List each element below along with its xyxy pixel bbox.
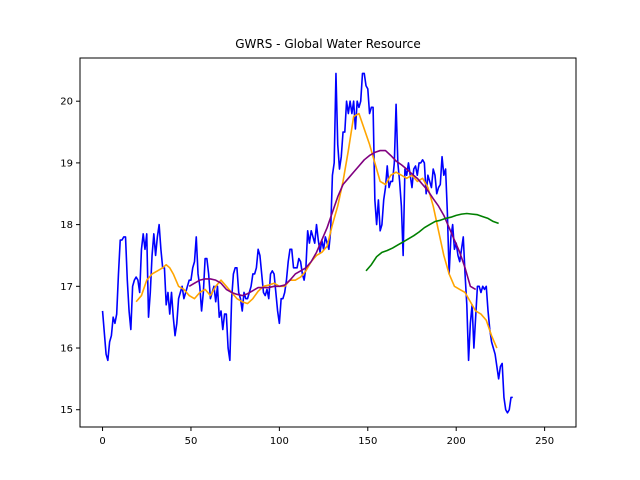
y-tick-label: 17 xyxy=(60,282,73,293)
x-tick-label: 50 xyxy=(185,436,198,447)
series-line-0 xyxy=(101,72,513,414)
series-layer xyxy=(101,72,513,414)
y-tick-label: 16 xyxy=(60,344,73,355)
series-line-2 xyxy=(188,149,477,297)
x-tick-label: 250 xyxy=(535,436,554,447)
chart-title: GWRS - Global Water Resource xyxy=(235,37,421,51)
y-tick-label: 20 xyxy=(60,97,73,108)
x-tick-label: 200 xyxy=(447,436,466,447)
y-tick-label: 15 xyxy=(60,405,73,416)
y-tick-label: 19 xyxy=(60,158,73,169)
plot-area-frame xyxy=(79,57,577,428)
x-tick-label: 0 xyxy=(99,436,105,447)
series-line-3 xyxy=(365,212,499,272)
y-tick-label: 18 xyxy=(60,220,73,231)
x-tick-label: 100 xyxy=(270,436,289,447)
y-axis: 15 16 17 18 19 20 xyxy=(60,97,80,416)
x-axis: 0 50 100 150 200 250 xyxy=(99,427,554,447)
x-tick-label: 150 xyxy=(358,436,377,447)
